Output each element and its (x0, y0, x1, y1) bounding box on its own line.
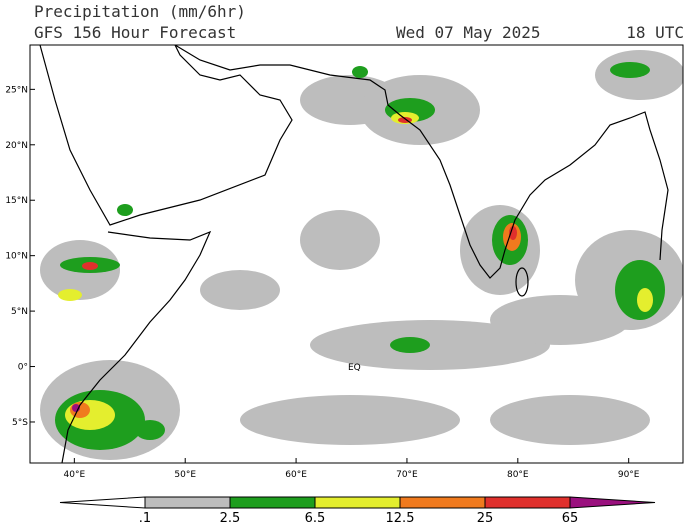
precipitation (40, 50, 683, 460)
colorbar-label: .1 (139, 511, 151, 525)
colorbar-label: 2.5 (220, 511, 241, 525)
subtitle: GFS 156 Hour Forecast (34, 23, 236, 42)
colorbar-segment (144, 496, 231, 509)
colorbar-high (569, 496, 656, 509)
lon-label: 60°E (285, 470, 307, 480)
lat-label: 25°N (5, 85, 28, 95)
lat-label: 15°N (5, 196, 28, 206)
colorbar-segment (314, 496, 401, 509)
colorbar-segment (399, 496, 486, 509)
colorbar-segment (484, 496, 571, 509)
colorbar-label: 12.5 (386, 511, 415, 525)
coastlines (39, 45, 669, 463)
colorbar-label: 25 (477, 511, 494, 525)
lat-label: 5°N (11, 307, 28, 317)
lon-label: 40°E (64, 470, 86, 480)
lat-label: 10°N (5, 252, 28, 262)
lat-label: 5°S (12, 418, 28, 428)
lon-label: 80°E (507, 470, 529, 480)
lat-label: 0° (18, 363, 28, 373)
colorbar-low (59, 496, 146, 509)
lon-label: 50°E (174, 470, 196, 480)
colorbar-label: 6.5 (305, 511, 326, 525)
equator-label: EQ (348, 363, 361, 373)
colorbar-label: 65 (562, 511, 579, 525)
colorbar-segment (229, 496, 316, 509)
lon-label: 90°E (618, 470, 640, 480)
lon-label: 70°E (396, 470, 418, 480)
lat-label: 20°N (5, 141, 28, 151)
title: Precipitation (mm/6hr) (34, 2, 246, 21)
date: Wed 07 May 2025 (396, 23, 541, 42)
map-frame (29, 44, 684, 464)
time: 18 UTC (626, 23, 684, 42)
